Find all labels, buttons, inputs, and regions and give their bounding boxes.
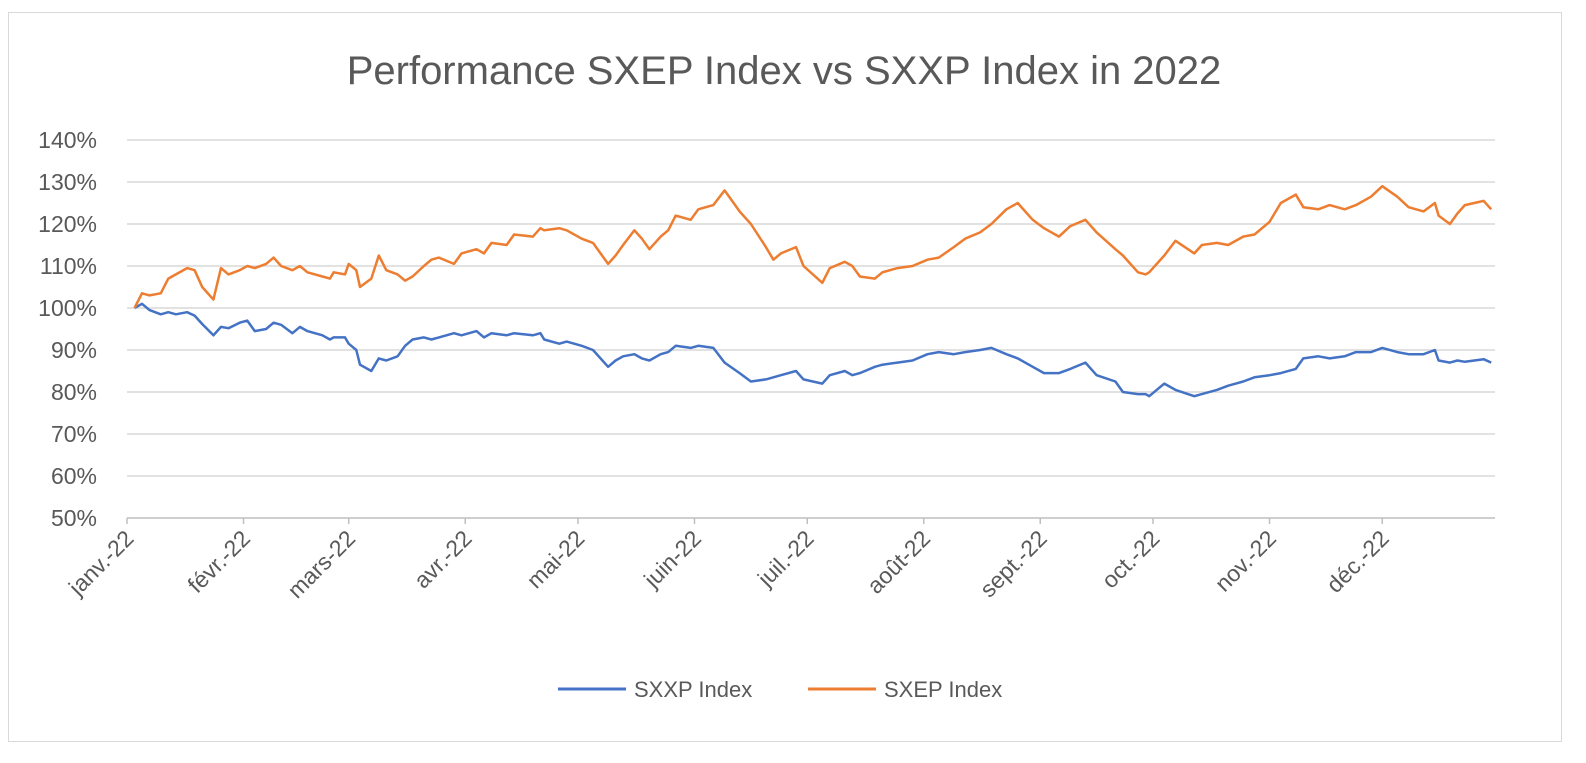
x-tick-label: déc.-22	[1321, 525, 1394, 598]
legend-label: SXXP Index	[634, 677, 752, 702]
y-tick-label: 140%	[38, 127, 97, 153]
gridlines	[127, 139, 1495, 477]
x-tick-label: nov.-22	[1210, 525, 1281, 596]
y-tick-label: 50%	[51, 505, 97, 531]
legend: SXXP Index SXEP Index	[558, 677, 1002, 702]
x-tick-label: févr.-22	[182, 525, 255, 598]
x-tick-label: juil.-22	[752, 525, 819, 592]
y-tick-label: 60%	[51, 463, 97, 489]
y-tick-label: 130%	[38, 169, 97, 195]
series-line-sxxp-index	[133, 302, 1492, 398]
series-lines	[133, 184, 1493, 398]
y-tick-label: 110%	[40, 253, 97, 279]
x-tick-label: oct.-22	[1096, 525, 1164, 593]
chart-title: Performance SXEP Index vs SXXP Index in …	[347, 49, 1222, 93]
x-tick-label: mars-22	[282, 525, 360, 603]
chart-frame	[8, 12, 1562, 742]
y-tick-label: 100%	[38, 295, 97, 321]
x-tick-label: sept.-22	[975, 525, 1052, 602]
x-tick-label: juin-22	[638, 525, 706, 593]
x-tick-label: avr.-22	[409, 525, 477, 593]
series-line-sxep-index	[133, 184, 1493, 309]
y-tick-label: 120%	[38, 211, 97, 237]
legend-label: SXEP Index	[884, 677, 1002, 702]
x-tick-label: mai-22	[521, 525, 589, 593]
y-tick-label: 90%	[51, 337, 97, 363]
y-tick-label: 70%	[51, 421, 97, 447]
x-axis: janv.-22 févr.-22 mars-22 avr.-22 mai-22 juin…	[63, 517, 1495, 603]
x-tick-label: janv.-22	[63, 525, 139, 601]
y-tick-label: 80%	[51, 379, 97, 405]
y-axis-ticks: 50% 60% 70% 80% 90% 100% 110% 120% 130% 140%	[38, 127, 97, 531]
x-tick-label: août-22	[862, 525, 936, 599]
